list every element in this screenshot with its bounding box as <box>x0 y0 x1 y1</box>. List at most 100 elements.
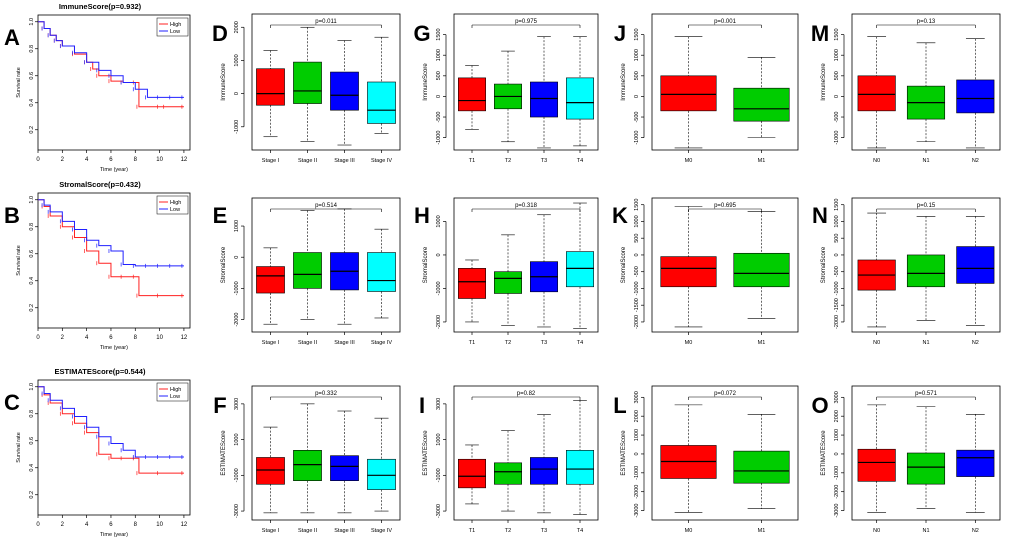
box-G-box-t3 <box>530 81 558 118</box>
box-L-ytick-label: 0 <box>634 452 640 455</box>
box-M-xtick-label-n0: N0 <box>873 158 880 164</box>
box-N-ytick-label: 500 <box>834 234 840 243</box>
box-J-ytick-label: 1500 <box>634 28 640 40</box>
box-F-xtick-label-stage-i: Stage I <box>262 528 280 534</box>
box-E-ytick-label: 1000 <box>234 220 240 232</box>
box-I-xtick-label-t4: T4 <box>577 528 583 534</box>
box-M-box-n2 <box>956 79 995 114</box>
box-F-ytick-label: -1000 <box>234 468 240 482</box>
box-K-ytick-label: -1000 <box>634 281 640 295</box>
box-F-box-stage-ii <box>293 450 322 481</box>
box-M-ytick-label: 500 <box>834 71 840 80</box>
km-B-xtick-label: 8 <box>134 335 138 341</box>
box-I-ytick-label: 1000 <box>436 433 442 445</box>
km-A-ytick-label: 0.2 <box>29 126 35 134</box>
box-F-ytick-label: 3000 <box>234 398 240 410</box>
box-F-xtick-label-stage-iv: Stage IV <box>371 528 392 534</box>
box-I-plot-frame <box>453 385 599 521</box>
box-L-ytick-label: 1000 <box>634 429 640 441</box>
box-D-xtick-label-stage-ii: Stage II <box>298 158 317 164</box>
box-N-ytick-label: -500 <box>834 266 840 277</box>
box-F-box-stage-iii <box>330 455 359 481</box>
km-C-ylabel: Survival rate <box>16 432 22 463</box>
box-G-pvalue: p=0.975 <box>515 19 538 25</box>
box-H-plot-frame <box>453 197 599 333</box>
box-D-xtick-label-stage-iv: Stage IV <box>371 158 392 164</box>
km-C-xtick-label: 6 <box>109 522 113 528</box>
km-A-xtick-label: 10 <box>156 157 163 163</box>
box-K-ytick-label: -2000 <box>634 315 640 329</box>
box-I-pvalue: p=0.82 <box>517 391 536 397</box>
box-K-plot-frame <box>651 197 799 333</box>
km-B-xtick-label: 10 <box>156 335 163 341</box>
box-D-box-stage-iii <box>330 71 359 111</box>
box-F-plot-frame <box>251 385 401 521</box>
box-M-ytick-label: 1500 <box>834 28 840 40</box>
panel-letter-D: D <box>212 21 228 46</box>
box-O-xtick-label-n1: N1 <box>922 528 929 534</box>
km-C-ytick-label: 0.2 <box>29 491 35 499</box>
box-D-ytick-label: 1000 <box>234 54 240 66</box>
panel-letter-L: L <box>613 393 626 418</box>
km-A-curve-low <box>38 21 184 98</box>
km-B-xtick-label: 2 <box>61 335 65 341</box>
km-A-xtick-label: 2 <box>61 157 65 163</box>
box-J-ytick-label: 0 <box>634 95 640 98</box>
box-K-ytick-label: -1500 <box>634 298 640 312</box>
box-D-ytick-label: 2000 <box>234 21 240 33</box>
box-E-pvalue: p=0.514 <box>315 203 338 209</box>
km-B-legend-label-low: Low <box>170 207 180 213</box>
box-D-plot-frame <box>251 13 401 151</box>
box-D-pvalue: p=0.011 <box>315 19 337 25</box>
box-N-ytick-label: 1000 <box>834 215 840 227</box>
box-K-ytick-label: 1500 <box>634 199 640 211</box>
box-N-ytick-label: 1500 <box>834 199 840 211</box>
box-D-xtick-label-stage-iii: Stage III <box>334 158 355 164</box>
km-A-ytick-label: 0.8 <box>29 45 35 53</box>
box-I-ytick-label: -3000 <box>436 504 442 518</box>
km-C-ytick-label: 0.6 <box>29 437 35 445</box>
box-D-ylabel: ImmuneScore <box>221 63 227 101</box>
box-L-plot-frame <box>651 385 799 521</box>
box-I-box-t3 <box>530 457 558 485</box>
box-N-box-n2 <box>956 246 995 284</box>
box-O-xtick-label-n0: N0 <box>873 528 880 534</box>
box-F-xtick-label-stage-ii: Stage II <box>298 528 317 534</box>
panel-letter-H: H <box>414 203 430 228</box>
box-F-xtick-label-stage-iii: Stage III <box>334 528 355 534</box>
box-E-plot-frame <box>251 197 401 333</box>
panel-letter-N: N <box>812 203 828 228</box>
box-D-box-stage-i <box>256 68 285 106</box>
box-L-ytick-label: 3000 <box>634 391 640 403</box>
box-H-pvalue: p=0.318 <box>515 203 538 209</box>
box-M-ytick-label: -500 <box>834 112 840 123</box>
km-C-legend-label-high: High <box>170 387 181 393</box>
km-C-legend-label-low: Low <box>170 394 180 400</box>
box-D-ytick-label: 0 <box>234 92 240 95</box>
box-F-pvalue: p=0.332 <box>315 391 338 397</box>
box-I-xtick-label-t2: T2 <box>505 528 511 534</box>
box-F-ytick-label: 1000 <box>234 433 240 445</box>
box-I-xtick-label-t3: T3 <box>541 528 547 534</box>
km-B-ytick-label: 0.6 <box>29 250 35 258</box>
box-G-ytick-label: 0 <box>436 95 442 98</box>
box-G-ytick-label: 1500 <box>436 28 442 40</box>
km-A-title: ImmuneScore(p=0.932) <box>59 2 142 11</box>
box-I-ylabel: ESTIMATEScore <box>423 430 429 476</box>
box-F-box-stage-i <box>256 457 285 485</box>
box-J-pvalue: p=0.001 <box>714 19 737 25</box>
box-O-ytick-label: 2000 <box>834 410 840 422</box>
box-O-box-n0 <box>857 448 896 482</box>
km-A-legend-label-low: Low <box>170 29 180 35</box>
box-L-ylabel: ESTIMATEScore <box>621 430 627 476</box>
box-L-pvalue: p=0.072 <box>714 391 737 397</box>
box-L-ytick-label: -1000 <box>634 466 640 480</box>
box-O-ytick-label: 1000 <box>834 429 840 441</box>
box-E-ytick-label: -1000 <box>234 281 240 295</box>
box-G-ytick-label: 500 <box>436 71 442 80</box>
km-C-xtick-label: 12 <box>181 522 188 528</box>
box-G-ytick-label: 1000 <box>436 49 442 61</box>
box-N-ytick-label: -1000 <box>834 281 840 295</box>
box-M-ytick-label: 1000 <box>834 49 840 61</box>
